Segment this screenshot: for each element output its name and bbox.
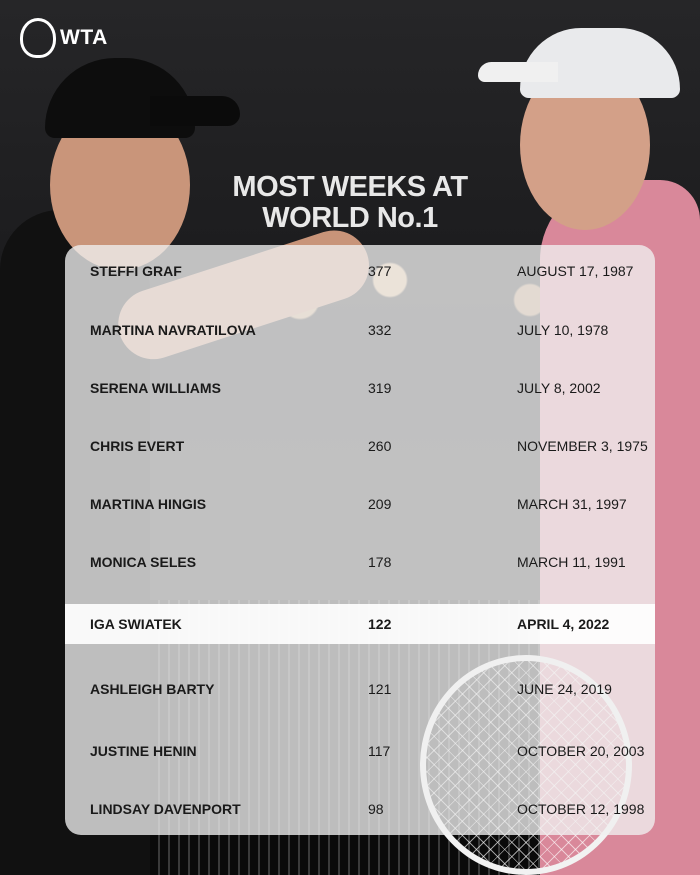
weeks-count: 332 xyxy=(368,322,392,338)
weeks-count: 117 xyxy=(368,743,391,759)
weeks-count: 377 xyxy=(368,263,392,279)
table-row: CHRIS EVERT 260 NOVEMBER 3, 1975 xyxy=(65,426,655,466)
player-name: ASHLEIGH BARTY xyxy=(90,681,215,697)
table-row: MARTINA HINGIS 209 MARCH 31, 1997 xyxy=(65,484,655,524)
first-date: JULY 10, 1978 xyxy=(517,322,609,338)
player-name: CHRIS EVERT xyxy=(90,438,185,454)
first-date: OCTOBER 12, 1998 xyxy=(517,801,645,817)
left-player-cap-brim xyxy=(150,96,240,126)
weeks-count: 122 xyxy=(368,616,392,632)
rankings-table: STEFFI GRAF 377 AUGUST 17, 1987 MARTINA NAV… xyxy=(65,245,655,835)
first-date: JULY 8, 2002 xyxy=(517,380,601,396)
first-date: JUNE 24, 2019 xyxy=(517,681,612,697)
weeks-count: 121 xyxy=(368,681,392,697)
first-date: AUGUST 17, 1987 xyxy=(517,263,634,279)
wta-logo-icon xyxy=(20,18,56,58)
player-name: LINDSAY DAVENPORT xyxy=(90,801,241,817)
table-row: IGA SWIATEK 122 APRIL 4, 2022 xyxy=(65,604,655,644)
table-row: ASHLEIGH BARTY 121 JUNE 24, 2019 xyxy=(65,669,655,709)
player-name: STEFFI GRAF xyxy=(90,263,182,279)
weeks-count: 178 xyxy=(368,554,392,570)
weeks-count: 319 xyxy=(368,380,392,396)
player-name: IGA SWIATEK xyxy=(90,616,182,632)
player-name: MARTINA HINGIS xyxy=(90,496,207,512)
logo-text: WTA xyxy=(60,26,108,49)
table-row: MARTINA NAVRATILOVA 332 JULY 10, 1978 xyxy=(65,310,655,350)
table-row: JUSTINE HENIN 117 OCTOBER 20, 2003 xyxy=(65,731,655,771)
table-row: SERENA WILLIAMS 319 JULY 8, 2002 xyxy=(65,368,655,408)
weeks-count: 209 xyxy=(368,496,392,512)
first-date: MARCH 31, 1997 xyxy=(517,496,627,512)
player-name: JUSTINE HENIN xyxy=(90,743,197,759)
title-line-2: WORLD No.1 xyxy=(262,202,438,234)
first-date: APRIL 4, 2022 xyxy=(517,616,610,632)
player-name: SERENA WILLIAMS xyxy=(90,380,221,396)
title-line-1: MOST WEEKS AT xyxy=(232,171,468,203)
page-title: MOST WEEKS AT WORLD No.1 xyxy=(0,172,700,234)
weeks-count: 260 xyxy=(368,438,392,454)
first-date: OCTOBER 20, 2003 xyxy=(517,743,645,759)
player-name: MARTINA NAVRATILOVA xyxy=(90,322,256,338)
first-date: NOVEMBER 3, 1975 xyxy=(517,438,648,454)
table-row: MONICA SELES 178 MARCH 11, 1991 xyxy=(65,542,655,582)
table-row: STEFFI GRAF 377 AUGUST 17, 1987 xyxy=(65,251,655,291)
first-date: MARCH 11, 1991 xyxy=(517,554,626,570)
wta-logo: WTA xyxy=(20,18,108,58)
weeks-count: 98 xyxy=(368,801,384,817)
table-row: LINDSAY DAVENPORT 98 OCTOBER 12, 1998 xyxy=(65,789,655,829)
player-name: MONICA SELES xyxy=(90,554,197,570)
right-player-cap-brim xyxy=(478,62,558,82)
